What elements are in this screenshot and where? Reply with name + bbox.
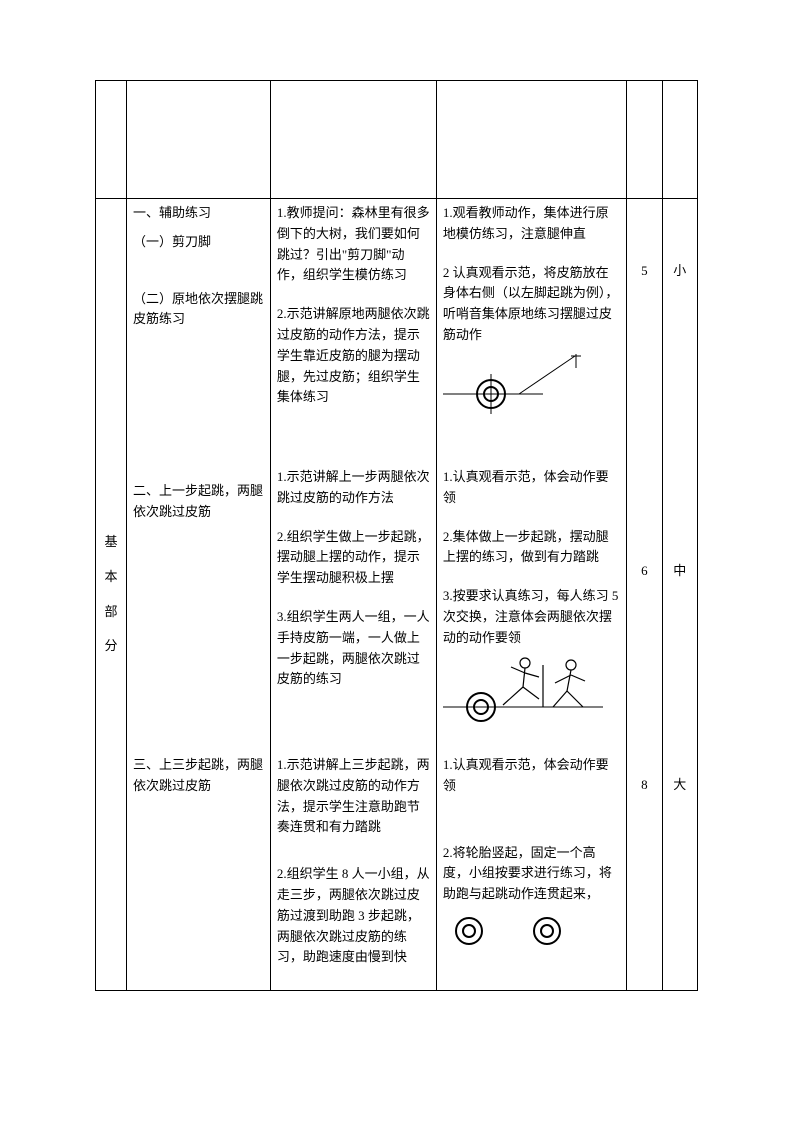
empty-cell: [627, 81, 662, 199]
time-cell: 5 6 8: [627, 199, 662, 991]
teacher-2-2: 2.组织学生做上一步起跳，摆动腿上摆的动作，提示学生摆动腿积极上摆: [277, 527, 430, 589]
teacher-1-2: 2.示范讲解原地两腿依次跳过皮筋的动作方法，提示学生靠近皮筋的腿为摆动腿，先过皮…: [277, 304, 430, 408]
empty-cell: [96, 81, 127, 199]
empty-cell: [662, 81, 697, 199]
tire-diagram: [443, 913, 603, 949]
student-1-2: 2 认真观看示范，将皮筋放在身体右侧（以左脚起跳为例），听哨音集体原地练习摆腿过…: [443, 263, 620, 346]
main-content-row: 基 本 部 分 一、辅助练习 （一）剪刀脚 （二）原地依次摆腿跳皮筋练习 二、上…: [96, 199, 698, 991]
intensity-value-1: 小: [673, 263, 686, 278]
time-value-1: 5: [641, 263, 648, 278]
activity-content-cell: 一、辅助练习 （一）剪刀脚 （二）原地依次摆腿跳皮筋练习 二、上一步起跳，两腿依…: [126, 199, 270, 991]
student-2-2: 2.集体做上一步起跳，摆动腿上摆的练习，做到有力踏跳: [443, 527, 620, 569]
teacher-2-3: 3.组织学生两人一组，一人手持皮筋一端，一人做上一步起跳，两腿依次跳过皮筋的练习: [277, 607, 430, 690]
empty-header-row: [96, 81, 698, 199]
empty-cell: [270, 81, 436, 199]
content-1-4: （二）原地依次摆腿跳皮筋练习: [133, 289, 264, 331]
student-1-1: 1.观看教师动作，集体进行原地模仿练习，注意腿伸直: [443, 203, 620, 245]
teacher-2-1: 1.示范讲解上一步两腿依次跳过皮筋的动作方法: [277, 467, 430, 509]
teacher-3-1: 1.示范讲解上三步起跳，两腿依次跳过皮筋的动作方法，提示学生注意助跑节奏连贯和有…: [277, 755, 430, 838]
content-2-1: 二、上一步起跳，两腿依次跳过皮筋: [133, 481, 264, 523]
content-1-1: 一、辅助练习: [133, 203, 264, 224]
content-3-1: 三、上三步起跳，两腿依次跳过皮筋: [133, 755, 264, 797]
lesson-plan-table: 基 本 部 分 一、辅助练习 （一）剪刀脚 （二）原地依次摆腿跳皮筋练习 二、上…: [95, 80, 698, 991]
intensity-value-3: 大: [673, 777, 686, 792]
time-value-2: 6: [641, 563, 648, 578]
jump-rope-diagram-1: [443, 354, 603, 422]
teacher-3-2: 2.组织学生 8 人一小组，从走三步，两腿依次跳过皮筋过渡到助跑 3 步起跳，两…: [277, 864, 430, 968]
section-char-1: 基: [102, 532, 120, 553]
student-activity-cell: 1.观看教师动作，集体进行原地模仿练习，注意腿伸直 2 认真观看示范，将皮筋放在…: [436, 199, 626, 991]
section-char-3: 部: [102, 602, 120, 623]
student-3-1: 1.认真观看示范，体会动作要领: [443, 755, 620, 797]
time-value-3: 8: [641, 777, 648, 792]
intensity-cell: 小 中 大: [662, 199, 697, 991]
content-1-2: （一）剪刀脚: [133, 232, 264, 253]
empty-cell: [126, 81, 270, 199]
student-2-3: 3.按要求认真练习，每人练习 5 次交换，注意体会两腿依次摆动的动作要领: [443, 586, 620, 648]
student-3-2: 2.将轮胎竖起，固定一个高度，小组按要求进行练习，将助跑与起跳动作连贯起来，: [443, 843, 620, 905]
section-char-2: 本: [102, 567, 120, 588]
empty-cell: [436, 81, 626, 199]
student-2-1: 1.认真观看示范，体会动作要领: [443, 467, 620, 509]
intensity-value-2: 中: [673, 563, 686, 578]
section-char-4: 分: [102, 636, 120, 657]
section-label-cell: 基 本 部 分: [96, 199, 127, 991]
jump-rope-diagram-2: [443, 657, 603, 727]
teacher-activity-cell: 1.教师提问：森林里有很多倒下的大树，我们要如何跳过？引出"剪刀脚"动作，组织学…: [270, 199, 436, 991]
teacher-1-1: 1.教师提问：森林里有很多倒下的大树，我们要如何跳过？引出"剪刀脚"动作，组织学…: [277, 203, 430, 286]
